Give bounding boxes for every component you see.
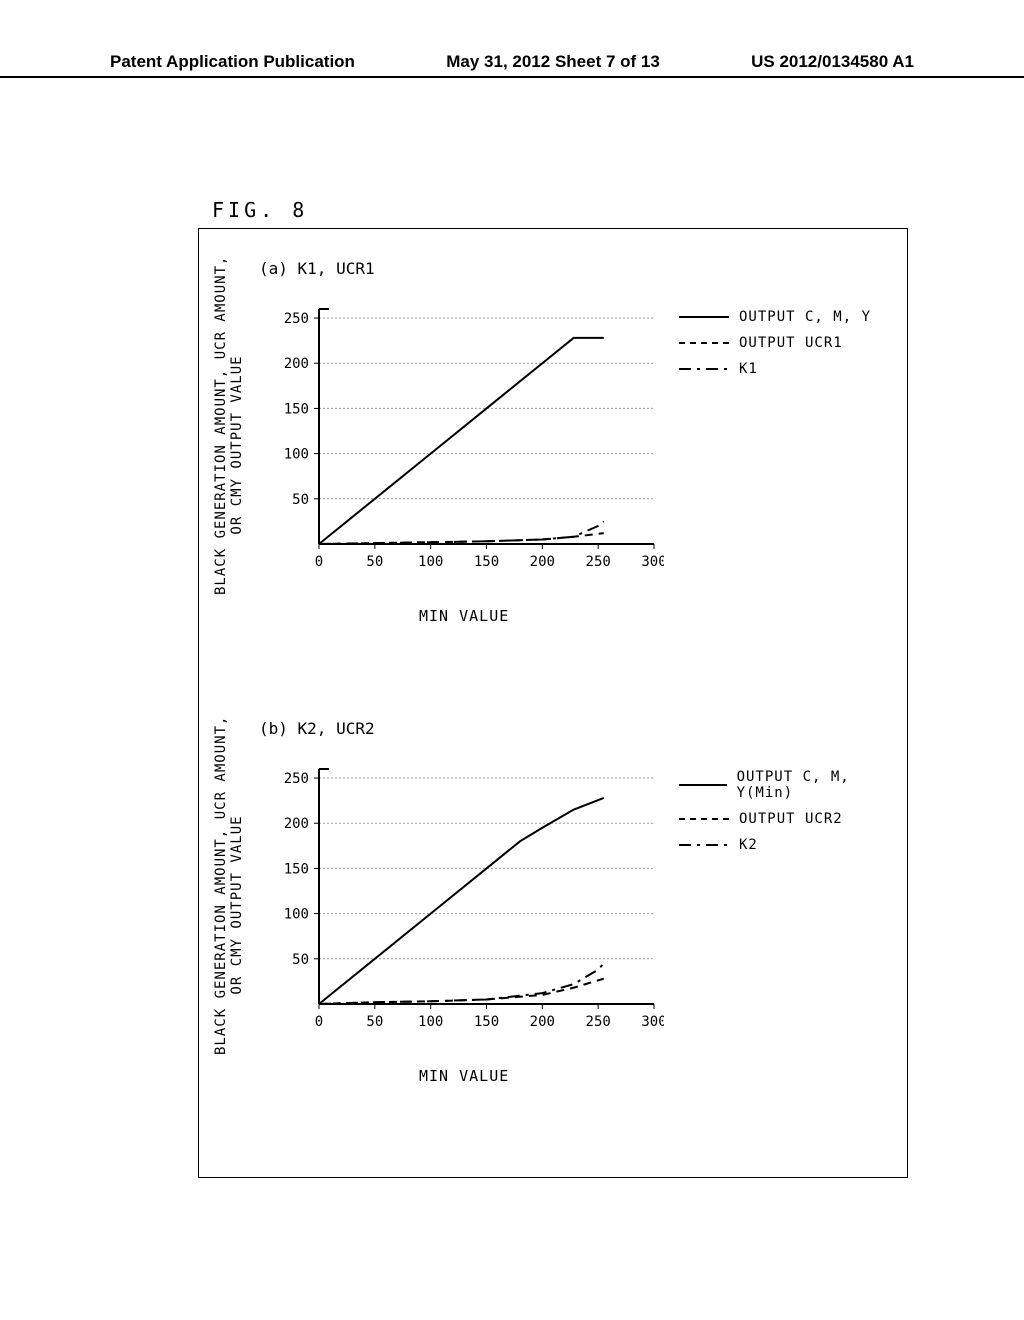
legend-label: OUTPUT C, M, Y(Min) — [737, 769, 907, 801]
chart-a-plot: 50 100 150 200 250 0 50 100 150 200 250 300 — [264, 299, 664, 589]
svg-text:250: 250 — [586, 1014, 611, 1030]
chart-b-title: (b) K2, UCR2 — [259, 719, 375, 738]
legend-item: K1 — [679, 361, 871, 377]
svg-text:150: 150 — [474, 554, 499, 570]
svg-text:250: 250 — [586, 554, 611, 570]
svg-text:200: 200 — [284, 816, 309, 832]
page-header: Patent Application Publication May 31, 2… — [0, 52, 1024, 82]
header-middle: May 31, 2012 Sheet 7 of 13 — [446, 52, 660, 72]
chart-a-ylabel: BLACK GENERATION AMOUNT, UCR AMOUNT, OR … — [213, 295, 245, 595]
legend-label: K2 — [739, 837, 758, 853]
svg-text:100: 100 — [418, 1014, 443, 1030]
legend-line-dash-icon — [679, 818, 729, 820]
figure-label: FIG. 8 — [212, 198, 308, 222]
legend-item: OUTPUT C, M, Y(Min) — [679, 769, 907, 801]
svg-text:0: 0 — [315, 1014, 323, 1030]
svg-text:100: 100 — [284, 907, 309, 923]
chart-b-xlabel: MIN VALUE — [419, 1067, 509, 1085]
svg-text:250: 250 — [284, 771, 309, 787]
figure-frame: (a) K1, UCR1 BLACK GENERATION AMOUNT, UC… — [198, 228, 908, 1178]
svg-text:0: 0 — [315, 554, 323, 570]
svg-text:300: 300 — [641, 1014, 664, 1030]
header-left: Patent Application Publication — [110, 52, 355, 72]
legend-label: OUTPUT UCR1 — [739, 335, 843, 351]
legend-label: OUTPUT C, M, Y — [739, 309, 871, 325]
svg-text:150: 150 — [284, 861, 309, 877]
legend-item: K2 — [679, 837, 907, 853]
svg-text:300: 300 — [641, 554, 664, 570]
chart-a-xlabel: MIN VALUE — [419, 607, 509, 625]
svg-text:200: 200 — [530, 554, 555, 570]
legend-item: OUTPUT UCR1 — [679, 335, 871, 351]
svg-text:200: 200 — [284, 356, 309, 372]
chart-b-plot: 50 100 150 200 250 0 50 100 150 200 250 300 — [264, 759, 664, 1049]
svg-text:150: 150 — [284, 401, 309, 417]
chart-a-legend: OUTPUT C, M, Y OUTPUT UCR1 K1 — [679, 309, 871, 387]
legend-line-dashdot-icon — [679, 367, 729, 371]
legend-item: OUTPUT UCR2 — [679, 811, 907, 827]
svg-text:150: 150 — [474, 1014, 499, 1030]
svg-text:250: 250 — [284, 311, 309, 327]
legend-line-dashdot-icon — [679, 843, 729, 847]
svg-text:100: 100 — [418, 554, 443, 570]
svg-text:200: 200 — [530, 1014, 555, 1030]
svg-text:100: 100 — [284, 447, 309, 463]
chart-b-legend: OUTPUT C, M, Y(Min) OUTPUT UCR2 K2 — [679, 769, 907, 863]
svg-text:50: 50 — [292, 952, 309, 968]
header-right: US 2012/0134580 A1 — [751, 52, 914, 72]
svg-text:50: 50 — [366, 554, 383, 570]
legend-line-dash-icon — [679, 342, 729, 344]
legend-label: OUTPUT UCR2 — [739, 811, 843, 827]
chart-a-title: (a) K1, UCR1 — [259, 259, 375, 278]
page-header-rule: Patent Application Publication May 31, 2… — [0, 76, 1024, 78]
legend-line-solid-icon — [679, 316, 729, 318]
legend-item: OUTPUT C, M, Y — [679, 309, 871, 325]
svg-text:50: 50 — [366, 1014, 383, 1030]
legend-line-solid-icon — [679, 784, 727, 786]
legend-label: K1 — [739, 361, 758, 377]
svg-text:50: 50 — [292, 492, 309, 508]
chart-b-ylabel: BLACK GENERATION AMOUNT, UCR AMOUNT, OR … — [213, 755, 245, 1055]
